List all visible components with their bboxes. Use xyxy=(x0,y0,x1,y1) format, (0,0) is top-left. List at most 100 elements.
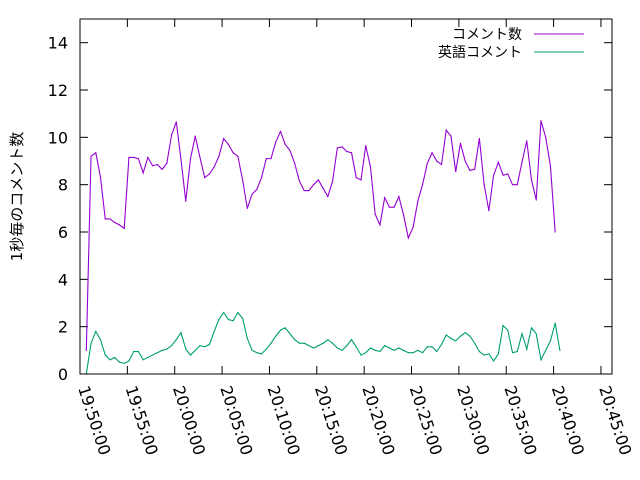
data-point xyxy=(166,348,168,350)
data-point xyxy=(464,160,466,162)
data-point xyxy=(469,335,471,337)
x-tick-label: 20:25:00 xyxy=(406,383,446,457)
x-tick-label: 20:10:00 xyxy=(264,383,304,457)
data-point xyxy=(156,352,158,354)
data-point xyxy=(279,329,282,331)
data-point xyxy=(298,342,301,344)
data-point xyxy=(170,134,173,136)
data-point xyxy=(398,195,400,198)
data-point xyxy=(251,193,253,195)
y-tick-label: 8 xyxy=(58,176,68,195)
data-point xyxy=(426,162,428,164)
data-point xyxy=(493,360,495,362)
data-point xyxy=(294,162,296,164)
data-point xyxy=(403,349,405,351)
data-point xyxy=(336,347,338,349)
data-point xyxy=(256,352,258,354)
data-point xyxy=(232,152,234,154)
data-point xyxy=(90,155,92,157)
x-tick-label: 20:05:00 xyxy=(216,383,256,457)
series-lines xyxy=(85,120,561,375)
series-points-0 xyxy=(85,120,556,351)
data-point xyxy=(507,329,509,331)
data-point xyxy=(331,180,334,182)
data-point xyxy=(133,350,135,353)
data-point xyxy=(327,195,329,198)
data-point xyxy=(137,350,140,353)
y-axis-label-group: 1秒毎のコメント数 xyxy=(8,132,26,262)
data-point xyxy=(223,137,225,140)
data-point xyxy=(369,166,372,168)
data-point xyxy=(369,347,372,349)
data-point xyxy=(90,342,92,344)
data-point xyxy=(227,143,229,146)
data-point xyxy=(336,147,338,149)
data-point xyxy=(317,345,319,347)
data-point xyxy=(355,176,357,179)
data-point xyxy=(322,187,324,189)
data-point xyxy=(265,158,267,160)
x-tick-label: 20:20:00 xyxy=(358,383,398,457)
data-point xyxy=(156,163,158,166)
data-point xyxy=(488,210,490,212)
axis-ticks xyxy=(79,19,612,375)
data-point xyxy=(147,356,149,359)
data-point xyxy=(497,353,499,355)
data-point xyxy=(412,226,414,228)
data-point xyxy=(516,184,518,186)
data-point xyxy=(308,345,310,347)
data-point xyxy=(450,337,452,340)
data-point xyxy=(128,360,130,362)
data-point xyxy=(497,161,499,163)
data-point xyxy=(166,162,168,164)
data-point xyxy=(246,337,248,340)
data-point xyxy=(493,174,495,176)
data-point xyxy=(199,156,201,159)
data-point xyxy=(403,214,405,217)
y-tick-label: 2 xyxy=(58,318,68,337)
data-point xyxy=(317,179,319,181)
data-point xyxy=(275,335,277,337)
data-point xyxy=(284,327,286,329)
data-point xyxy=(114,221,116,224)
data-point xyxy=(99,176,102,179)
y-tick-label: 4 xyxy=(58,270,68,289)
data-point xyxy=(303,342,305,344)
data-point xyxy=(474,342,476,344)
data-point xyxy=(137,158,140,160)
data-point xyxy=(128,156,130,159)
data-point xyxy=(123,227,125,230)
x-tick-label: 20:30:00 xyxy=(453,383,493,457)
data-point xyxy=(204,176,206,179)
data-point xyxy=(436,350,438,353)
data-point xyxy=(147,156,149,159)
data-point xyxy=(109,218,111,220)
data-point xyxy=(455,340,457,342)
data-point xyxy=(180,331,182,334)
data-point xyxy=(530,327,533,329)
data-point xyxy=(279,130,282,133)
data-point xyxy=(331,342,334,344)
data-point xyxy=(384,197,386,199)
data-point xyxy=(246,207,248,209)
data-point xyxy=(194,135,196,137)
data-point xyxy=(379,350,381,353)
data-point xyxy=(208,173,211,175)
data-point xyxy=(303,189,305,192)
data-point xyxy=(360,179,362,181)
data-point xyxy=(469,169,471,172)
data-point xyxy=(412,352,414,354)
data-point xyxy=(161,168,163,170)
legend-label: 英語コメント xyxy=(438,44,522,61)
data-point xyxy=(440,163,443,166)
data-point xyxy=(507,173,509,175)
data-point xyxy=(478,350,480,353)
data-point xyxy=(152,354,154,356)
data-point xyxy=(374,213,376,215)
data-point xyxy=(445,334,447,336)
data-point xyxy=(270,342,272,344)
data-point xyxy=(123,362,125,364)
data-point xyxy=(502,324,504,327)
